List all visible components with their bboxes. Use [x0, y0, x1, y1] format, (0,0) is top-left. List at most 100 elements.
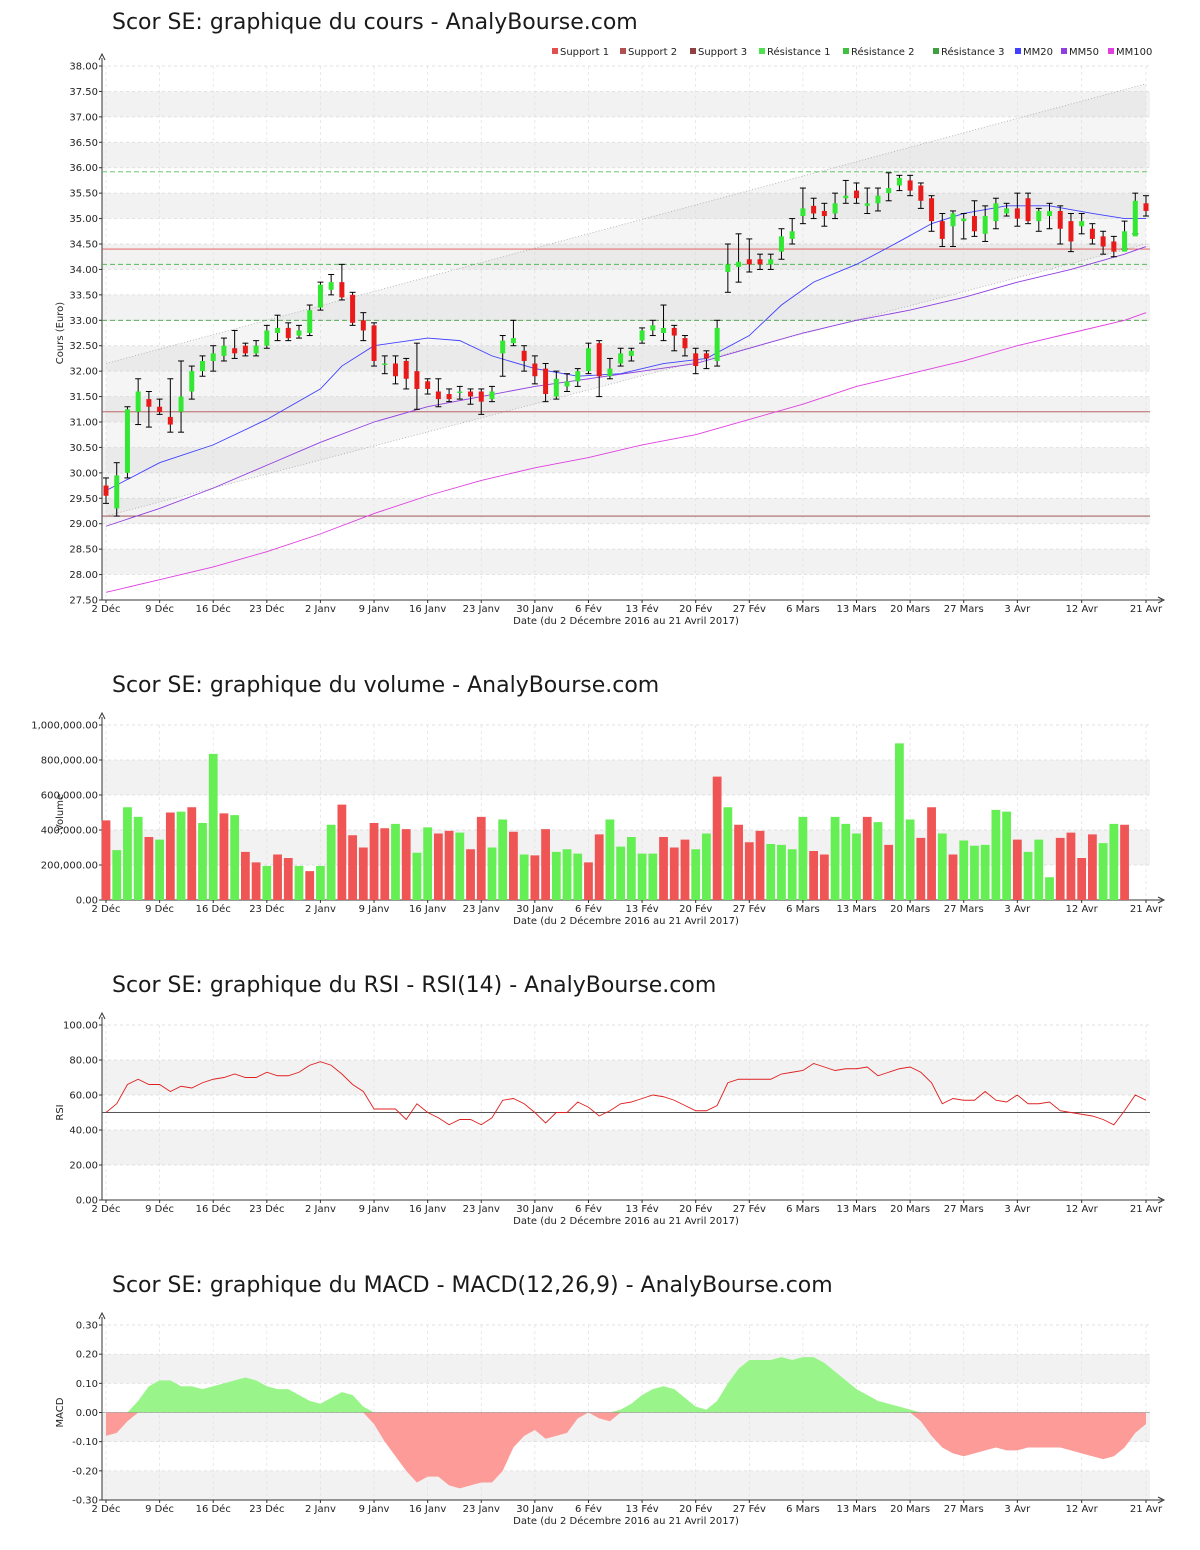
volume-bar	[991, 809, 1001, 900]
candle-body	[821, 210, 827, 217]
candle-body	[950, 213, 956, 227]
candle-body	[189, 371, 195, 392]
price-y-tick-label: 37.00	[69, 112, 98, 123]
volume-bar	[970, 845, 979, 900]
macd-x-tick-label: 6 Mars	[786, 1504, 820, 1515]
price-y-tick-label: 28.50	[69, 545, 98, 556]
macd-x-tick-label: 16 Janv	[409, 1504, 446, 1515]
candle-body	[982, 216, 988, 234]
rsi-band	[102, 1060, 1150, 1095]
candle-body	[725, 264, 731, 272]
volume-bar	[198, 823, 207, 900]
candle-body	[275, 327, 281, 333]
price-x-tick-label: 2 Janv	[305, 604, 336, 615]
volume-bar	[551, 851, 561, 900]
rsi-x-tick-label: 16 Déc	[196, 1203, 231, 1215]
macd-band	[102, 1470, 1150, 1500]
candle-body	[371, 325, 377, 361]
volume-bar	[176, 811, 186, 900]
price-x-tick-label: 6 Fév	[575, 603, 602, 615]
price-x-tick-label: 27 Fév	[733, 603, 766, 615]
candle-body	[886, 188, 892, 194]
volume-bar	[101, 820, 111, 900]
macd-x-axis-title: Date (du 2 Décembre 2016 au 21 Avril 201…	[513, 1515, 739, 1527]
legend-label: Résistance 3	[941, 46, 1004, 58]
rsi-x-tick-label: 9 Déc	[145, 1203, 174, 1215]
rsi-x-tick-label: 2 Déc	[92, 1203, 121, 1215]
volume-bar	[841, 823, 851, 900]
volume-bar	[702, 833, 711, 900]
price-band	[102, 447, 1150, 473]
price-x-tick-label: 30 Janv	[516, 604, 553, 615]
volume-y-tick-label: 600,000.00	[41, 791, 98, 802]
volume-x-tick-label: 27 Mars	[944, 904, 984, 915]
volume-y-tick-label: 1,000,000.00	[31, 721, 98, 732]
candle-body	[618, 353, 624, 364]
volume-bar	[712, 776, 722, 900]
volume-bar	[1098, 843, 1108, 900]
macd-x-tick-label: 6 Fév	[575, 1503, 602, 1515]
candle-body	[585, 348, 591, 372]
mm100-line	[105, 312, 1147, 593]
candle-body	[317, 284, 323, 308]
volume-bar	[734, 824, 743, 900]
volume-bar	[680, 839, 690, 900]
macd-chart-title: Scor SE: graphique du MACD - MACD(12,26,…	[112, 1273, 833, 1298]
volume-bar	[165, 812, 175, 900]
candle-body	[918, 185, 924, 201]
volume-y-tick-label: 800,000.00	[41, 756, 98, 767]
candle-body	[607, 368, 613, 377]
price-y-tick-label: 34.00	[69, 265, 98, 276]
rsi-chart-title: Scor SE: graphique du RSI - RSI(14) - An…	[112, 973, 717, 998]
legend-label: Support 2	[628, 47, 677, 58]
legend-label: MM20	[1023, 47, 1053, 58]
macd-x-tick-label: 27 Mars	[944, 1504, 984, 1515]
candle-body	[296, 330, 302, 336]
volume-x-tick-label: 16 Janv	[409, 904, 446, 915]
rsi-x-tick-label: 9 Janv	[359, 1204, 390, 1215]
rsi-x-tick-label: 20 Fév	[679, 1203, 712, 1215]
legend-label: Support 3	[698, 47, 747, 58]
volume-bar	[519, 854, 529, 900]
macd-x-axis-arrow	[1157, 1496, 1166, 1504]
legend-swatch	[620, 48, 626, 54]
price-x-tick-label: 20 Mars	[890, 604, 930, 615]
volume-bar	[1077, 858, 1087, 900]
rsi-x-tick-label: 13 Fév	[625, 1203, 658, 1215]
volume-bar	[455, 832, 465, 900]
volume-bar	[948, 854, 958, 900]
macd-x-tick-label: 23 Janv	[463, 1504, 500, 1515]
volume-bar	[927, 807, 936, 900]
volume-bar	[466, 849, 475, 900]
price-y-tick-label: 36.50	[69, 138, 98, 149]
candle-body	[736, 261, 742, 267]
candle-body	[864, 203, 870, 206]
candle-body	[446, 394, 452, 400]
volume-bar	[123, 807, 132, 900]
legend-label: MM50	[1069, 47, 1099, 58]
price-x-tick-label: 3 Avr	[1004, 604, 1031, 615]
rsi-x-tick-label: 3 Avr	[1004, 1204, 1031, 1215]
volume-y-tick-label: 400,000.00	[41, 826, 98, 837]
price-x-tick-label: 27 Mars	[944, 604, 984, 615]
rsi-x-tick-label: 21 Avr	[1130, 1204, 1163, 1215]
volume-bar	[723, 807, 733, 900]
candle-body	[468, 391, 474, 397]
candle-body	[971, 216, 977, 232]
legend-swatch	[1061, 48, 1067, 54]
macd-y-tick-label: 0.10	[76, 1379, 98, 1390]
macd-x-tick-label: 20 Fév	[679, 1503, 712, 1515]
volume-bar	[809, 851, 819, 900]
candle-body	[210, 353, 216, 361]
price-x-axis-title: Date (du 2 Décembre 2016 au 21 Avril 201…	[513, 615, 739, 627]
candle-body	[307, 310, 313, 333]
candle-body	[596, 343, 602, 377]
volume-bar	[616, 846, 626, 900]
legend-label: Support 1	[560, 47, 609, 58]
candle-body	[350, 294, 356, 323]
rsi-x-axis-title: Date (du 2 Décembre 2016 au 21 Avril 201…	[513, 1215, 739, 1227]
candle-body	[178, 396, 184, 412]
volume-bar	[819, 854, 829, 900]
volume-bar	[133, 816, 143, 900]
volume-bar	[584, 862, 593, 900]
